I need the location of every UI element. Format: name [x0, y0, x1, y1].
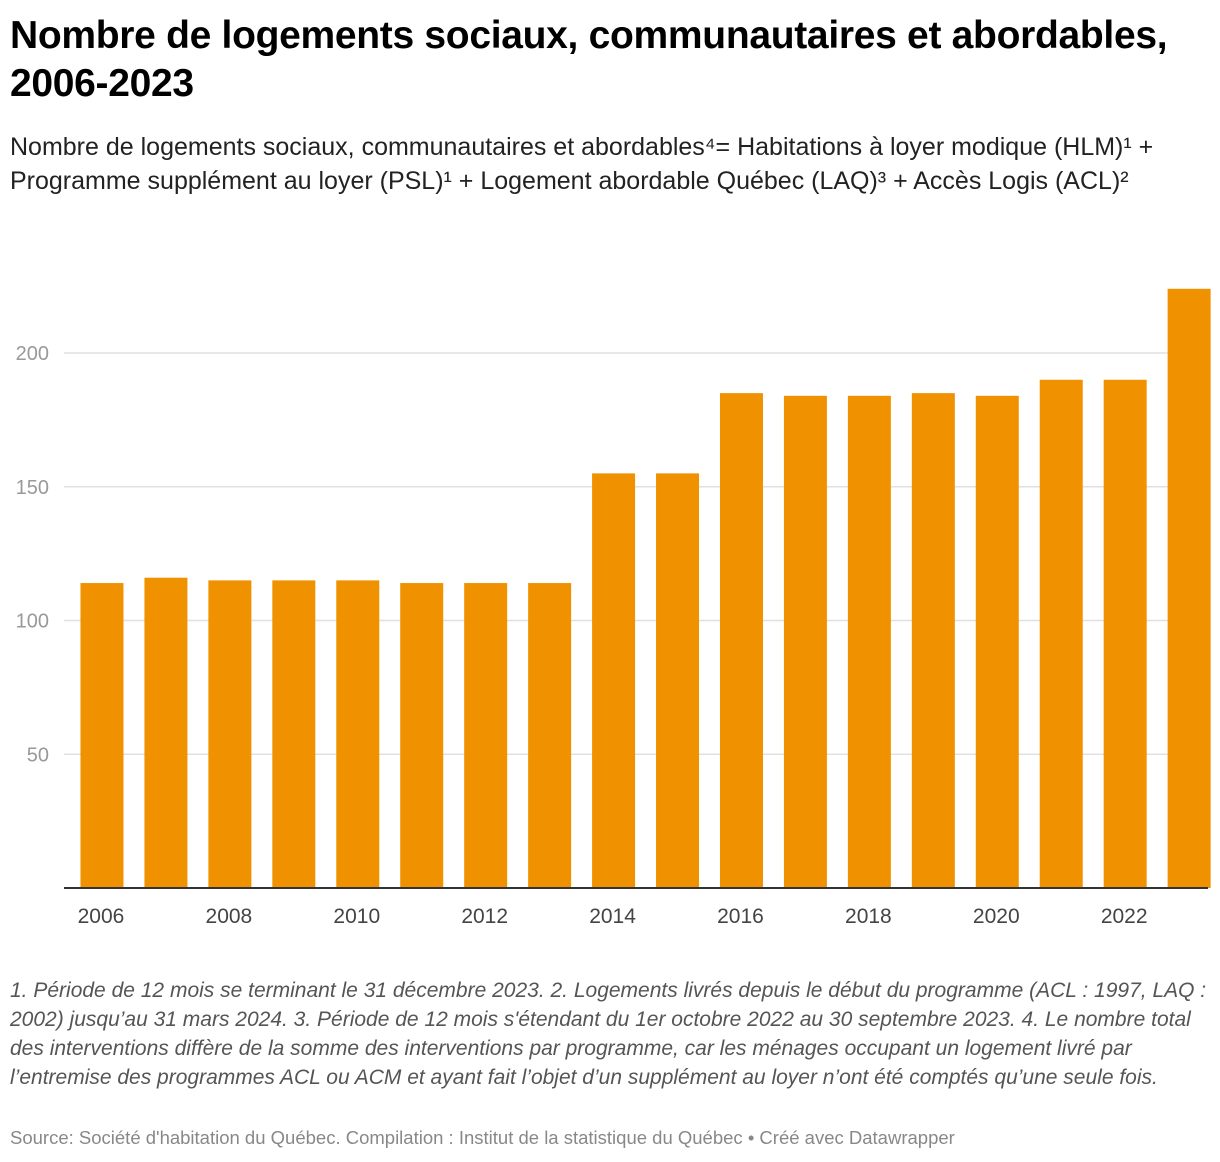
bar-2012 — [464, 583, 508, 888]
chart-title: Nombre de logements sociaux, communautai… — [10, 14, 1168, 105]
axes: 50 100 150 200 2006 2008 2010 2012 2014 2016 2018 2… — [16, 343, 1208, 928]
footnotes: 1. Période de 12 mois se terminant le 31… — [10, 979, 1207, 1089]
y-tick-label: 200 — [16, 343, 49, 365]
bar-2009 — [272, 580, 316, 888]
bar-2020 — [975, 395, 1019, 888]
x-tick-label: 2022 — [1101, 905, 1148, 928]
y-tick-label: 100 — [16, 611, 49, 633]
bar-2018 — [847, 395, 891, 888]
bar-2013 — [528, 583, 572, 888]
bar-2010 — [336, 580, 380, 888]
bar-2011 — [400, 583, 444, 888]
bar-2007 — [144, 577, 188, 888]
bar-2023 — [1167, 288, 1211, 888]
y-tick-label: 150 — [16, 477, 49, 499]
x-tick-label: 2014 — [589, 905, 636, 928]
x-tick-label: 2010 — [333, 905, 380, 928]
gridlines — [64, 352, 1208, 755]
bar-2015 — [656, 473, 700, 888]
bar-2022 — [1103, 379, 1147, 888]
x-tick-label: 2008 — [206, 905, 253, 928]
bar-2014 — [592, 473, 636, 888]
y-tick-label: 50 — [27, 744, 49, 766]
chart-subtitle: Nombre de logements sociaux, communautai… — [10, 133, 1154, 195]
x-tick-label: 2016 — [717, 905, 764, 928]
bars — [80, 288, 1211, 888]
x-tick-label: 2020 — [973, 905, 1020, 928]
bar-2021 — [1039, 379, 1083, 888]
x-tick-label: 2006 — [78, 905, 125, 928]
x-tick-label: 2012 — [461, 905, 508, 928]
bar-2006 — [80, 583, 124, 888]
bar-2019 — [911, 393, 955, 888]
bar-2017 — [783, 395, 827, 888]
bar-2016 — [719, 393, 763, 888]
x-tick-label: 2018 — [845, 905, 892, 928]
bar-2008 — [208, 580, 252, 888]
source-line: Source: Société d'habitation du Québec. … — [10, 1127, 955, 1148]
